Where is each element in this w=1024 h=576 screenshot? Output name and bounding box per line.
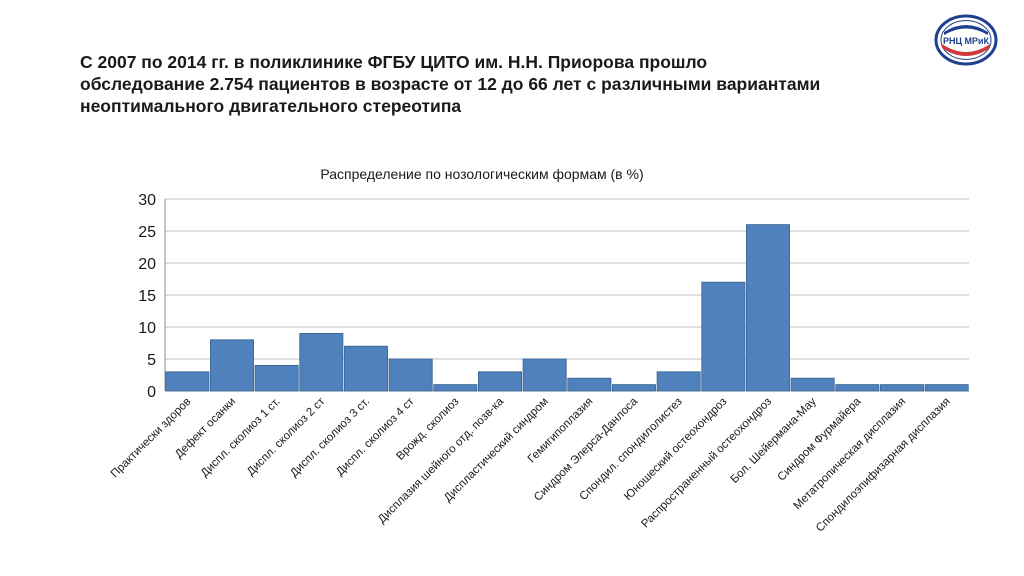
y-tick-label: 15	[138, 288, 156, 305]
bar-14	[746, 224, 790, 392]
heading-line-2: обследование 2.754 пациентов в возрасте …	[80, 74, 821, 94]
y-tick-label: 0	[147, 384, 156, 401]
bar-6	[388, 358, 433, 392]
x-tick-label: Практически здоров	[109, 396, 194, 481]
logo-text: РНЦ МРиК	[943, 36, 990, 46]
bar-9	[522, 358, 567, 392]
bar-3	[254, 364, 299, 392]
x-tick-label: Диспл. сколиоз 2 ст	[245, 395, 328, 478]
bar-15	[790, 377, 835, 392]
x-tick-label: Синдром Фурмайера	[776, 395, 864, 483]
x-tick-label: Диспл. сколиоз 1 ст.	[199, 396, 283, 480]
x-tick-label: Диспл. сколиоз 4 ст	[334, 395, 417, 478]
y-tick-label: 5	[147, 352, 156, 369]
y-axis-ticks: 0 5 10 15 20 25 30	[138, 192, 156, 401]
y-tick-label: 20	[138, 256, 156, 273]
x-tick-label: Диспл. сколиоз 3 ст.	[288, 396, 372, 480]
bar-4	[299, 332, 344, 392]
bar-5	[344, 345, 388, 392]
bars	[165, 224, 969, 392]
y-tick-label: 30	[138, 192, 156, 209]
bar-12	[656, 371, 701, 392]
organization-emblem-icon: РНЦ МРиК	[934, 14, 998, 66]
chart-title: Распределение по нозологическим формам (…	[320, 166, 643, 182]
bar-2	[210, 339, 254, 392]
grid-lines	[164, 198, 969, 392]
bar-17	[880, 384, 924, 392]
bar-10	[567, 377, 612, 392]
heading-line-1: С 2007 по 2014 гг. в поликлинике ФГБУ ЦИ…	[80, 52, 708, 72]
bar-8	[478, 371, 522, 392]
y-tick-label: 25	[138, 224, 156, 241]
bar-16	[835, 384, 880, 392]
bar-18	[924, 384, 969, 392]
bar-13	[701, 281, 746, 392]
x-tick-label: Бол. Шейермана-Мау	[729, 395, 819, 485]
slide-heading: С 2007 по 2014 гг. в поликлинике ФГБУ ЦИ…	[80, 51, 940, 117]
bar-11	[612, 384, 656, 392]
bar-7	[433, 384, 478, 392]
y-tick-label: 10	[138, 320, 156, 337]
heading-line-3: неоптимального двигательного стереотипа	[80, 96, 462, 116]
bar-1	[165, 371, 210, 392]
